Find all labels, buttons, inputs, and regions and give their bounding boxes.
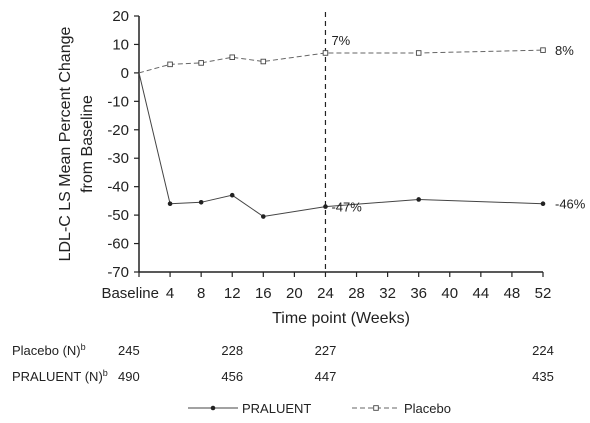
x-tick-label: 16 — [255, 285, 272, 302]
x-tick-label: 28 — [348, 285, 365, 302]
series-group — [138, 47, 546, 219]
data-point-placebo — [322, 50, 329, 56]
n-count: 228 — [221, 343, 243, 358]
legend-label-placebo: Placebo — [404, 401, 451, 416]
legend-group: PRALUENT Placebo — [188, 401, 451, 416]
n-count: 456 — [221, 369, 243, 384]
data-point-praluent — [167, 201, 173, 207]
annotation-group: 7% 8% -47% -46% — [331, 33, 585, 215]
y-axis-title-line: from Baseline — [79, 95, 96, 193]
x-tick-label: Baseline — [101, 285, 159, 302]
n-count: 227 — [315, 343, 337, 358]
y-axis-title-line: LDL-C LS Mean Percent Change — [57, 27, 74, 262]
data-point-praluent — [323, 204, 328, 209]
x-tick-label: 36 — [410, 285, 427, 302]
legend-label-praluent: PRALUENT — [242, 401, 311, 416]
y-axis-title: LDL-C LS Mean Percent Change from Baselin… — [57, 27, 96, 262]
series-line-praluent — [138, 72, 544, 218]
n-table-group: Placebo (N)b 245 228 227 224 PRALUENT (N)b 490… — [12, 342, 554, 384]
n-count: 490 — [118, 369, 140, 384]
n-count: 245 — [118, 343, 140, 358]
x-tick-label: 20 — [286, 285, 303, 302]
y-tick-label: -20 — [107, 122, 129, 139]
data-point-placebo — [229, 54, 235, 60]
x-tick-label: 44 — [473, 285, 490, 302]
n-row-label: PRALUENT (N)b — [12, 368, 108, 384]
n-count: 435 — [532, 369, 554, 384]
x-tick-label: 12 — [224, 285, 241, 302]
x-tick-label: 48 — [504, 285, 521, 302]
n-row-label-superscript: b — [81, 342, 86, 352]
x-axis-title: Time point (Weeks) — [272, 310, 410, 327]
y-tick-label: -10 — [107, 93, 129, 110]
y-tick-label: -40 — [107, 179, 129, 196]
y-tick-label: -60 — [107, 236, 129, 253]
data-point-praluent — [261, 214, 266, 219]
data-point-placebo — [198, 60, 204, 66]
value-annotation: 7% — [331, 33, 350, 48]
x-tick-label: 40 — [441, 285, 458, 302]
legend-marker-placebo — [373, 405, 379, 411]
n-row-label: Placebo (N)b — [12, 342, 86, 358]
data-point-placebo — [167, 61, 173, 68]
series-line-placebo — [138, 49, 544, 74]
data-point-praluent — [229, 192, 235, 198]
x-tick-label: 24 — [317, 285, 334, 302]
data-point-praluent — [416, 197, 421, 202]
data-point-praluent — [540, 201, 546, 207]
value-annotation: -46% — [555, 197, 586, 212]
y-tick-label: -50 — [107, 207, 129, 224]
x-tick-label: 4 — [166, 285, 174, 302]
y-tick-label: 20 — [112, 8, 129, 25]
data-point-praluent — [198, 200, 204, 205]
data-point-placebo — [260, 58, 267, 65]
value-annotation: -47% — [331, 200, 362, 215]
x-tick-label: 52 — [535, 285, 552, 302]
data-point-placebo — [415, 50, 422, 56]
n-count: 447 — [315, 369, 337, 384]
data-point-placebo — [540, 47, 546, 53]
legend-marker-praluent — [210, 405, 216, 411]
x-tick-label: 32 — [379, 285, 396, 302]
n-row-label-superscript: b — [103, 368, 108, 378]
y-tick-label: -70 — [107, 264, 129, 281]
y-tick-label: 10 — [112, 36, 129, 53]
x-tick-label: 8 — [197, 285, 205, 302]
y-tick-label: 0 — [121, 65, 129, 82]
y-tick-label: -30 — [107, 150, 129, 167]
value-annotation: 8% — [555, 43, 574, 58]
n-count: 224 — [532, 343, 554, 358]
